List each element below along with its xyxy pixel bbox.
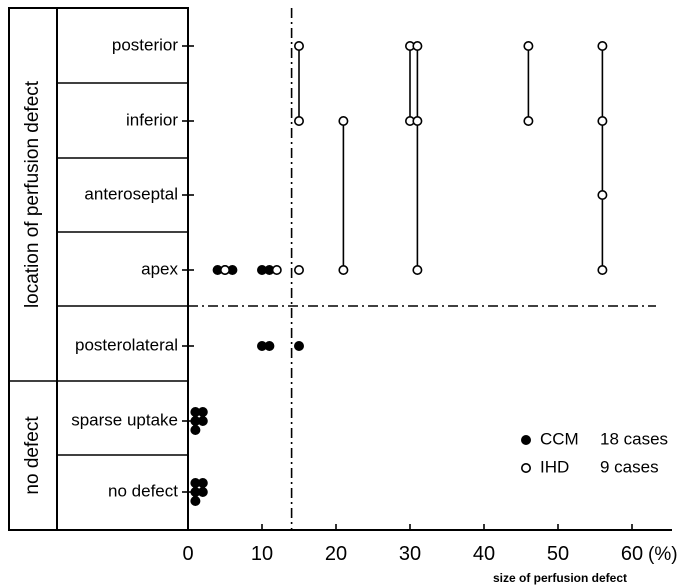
x-tick-label: 40 <box>473 543 495 565</box>
legend-label: IHD <box>540 457 569 476</box>
x-tick-label: 60 <box>621 543 643 565</box>
x-tick-label: 30 <box>399 543 421 565</box>
ihd-point <box>338 264 349 275</box>
label-table-frame <box>8 7 189 531</box>
ccm-point <box>190 424 201 435</box>
x-unit-label: (%) <box>648 544 678 565</box>
category-label: inferior <box>126 110 178 129</box>
category-label: no defect <box>108 481 178 500</box>
group-label: no defect <box>22 416 43 495</box>
ihd-point <box>412 116 423 127</box>
ihd-point <box>597 116 608 127</box>
legend-label: CCM <box>540 429 579 448</box>
ihd-point <box>293 40 304 51</box>
x-tick-label: 20 <box>325 543 347 565</box>
ihd-point <box>220 264 231 275</box>
ihd-point <box>597 40 608 51</box>
category-label: posterior <box>112 35 178 54</box>
group-label: location of perfusion defect <box>22 80 43 308</box>
legend-marker <box>520 462 531 473</box>
category-label: posterolateral <box>75 335 178 354</box>
category-label: apex <box>141 259 178 278</box>
ihd-point <box>293 116 304 127</box>
ccm-point <box>197 486 208 497</box>
ccm-point <box>197 415 208 426</box>
ihd-point <box>271 264 282 275</box>
x-axis-title: size of perfusion defect <box>493 571 627 585</box>
x-tick-label: 0 <box>182 543 193 565</box>
category-label: anteroseptal <box>84 184 178 203</box>
ccm-point <box>264 340 275 351</box>
legend-count: 18 cases <box>600 429 668 448</box>
ccm-point <box>197 406 208 417</box>
ccm-point <box>190 495 201 506</box>
ccm-point <box>197 477 208 488</box>
legend-marker <box>520 434 531 445</box>
ihd-point <box>293 264 304 275</box>
x-tick-label: 50 <box>547 543 569 565</box>
category-label: sparse uptake <box>71 410 178 429</box>
ihd-point <box>523 116 534 127</box>
legend-count: 9 cases <box>600 457 659 476</box>
ihd-point <box>523 40 534 51</box>
ihd-point <box>338 116 349 127</box>
ihd-point <box>597 190 608 201</box>
ccm-point <box>293 340 304 351</box>
ihd-point <box>412 40 423 51</box>
ihd-point <box>412 264 423 275</box>
ihd-point <box>597 264 608 275</box>
x-tick-label: 10 <box>251 543 273 565</box>
